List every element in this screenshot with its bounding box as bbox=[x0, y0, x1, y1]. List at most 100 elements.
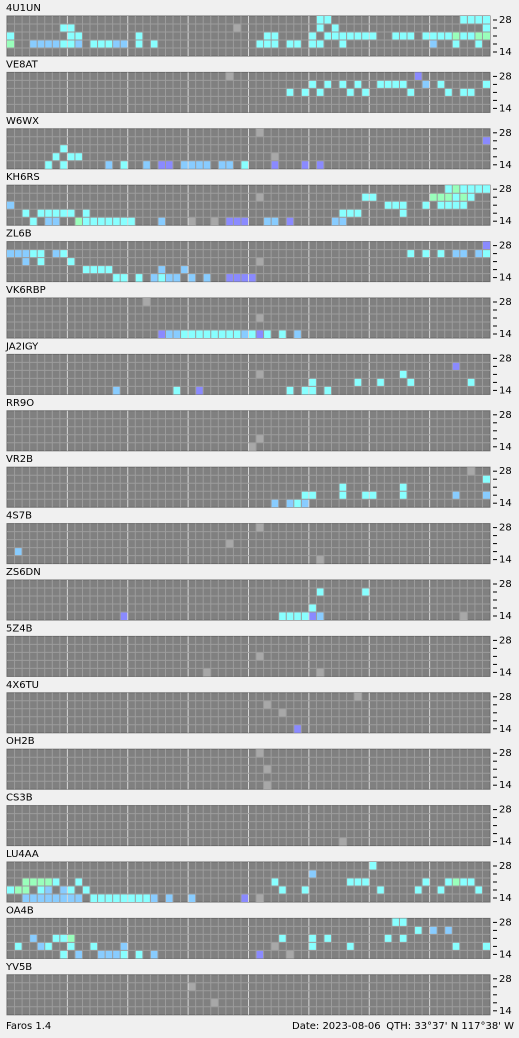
cell bbox=[459, 88, 468, 97]
cell bbox=[286, 612, 294, 620]
cell bbox=[384, 201, 392, 210]
cell bbox=[67, 934, 75, 943]
cell bbox=[218, 330, 226, 338]
cell bbox=[452, 362, 460, 371]
cell bbox=[339, 491, 347, 500]
cell bbox=[399, 80, 407, 89]
cell bbox=[391, 201, 400, 210]
band-label: 14 bbox=[499, 160, 512, 171]
cell bbox=[112, 273, 121, 282]
cell bbox=[225, 160, 234, 169]
cell bbox=[399, 201, 407, 210]
cell bbox=[67, 942, 75, 951]
cell bbox=[346, 209, 355, 218]
cell bbox=[7, 249, 15, 258]
cell bbox=[354, 378, 362, 387]
beacon-name: 5Z4B bbox=[6, 623, 33, 634]
cell bbox=[157, 265, 166, 274]
cell bbox=[361, 88, 370, 97]
band-label: 28 bbox=[499, 635, 512, 646]
cell bbox=[90, 894, 98, 902]
beacon-name: 4U1UN bbox=[6, 3, 41, 14]
cell bbox=[459, 185, 468, 194]
cell bbox=[74, 878, 83, 886]
cell bbox=[263, 217, 272, 226]
cell bbox=[82, 265, 91, 274]
cell bbox=[52, 249, 60, 258]
cell bbox=[52, 209, 60, 218]
cell bbox=[308, 612, 317, 620]
cell bbox=[301, 612, 309, 620]
beacon-name: W6WX bbox=[6, 116, 39, 127]
band-label: 14 bbox=[499, 273, 512, 284]
cell bbox=[59, 886, 68, 894]
cell bbox=[67, 152, 75, 161]
cell bbox=[263, 781, 272, 790]
cell bbox=[256, 749, 264, 758]
cell bbox=[422, 249, 430, 258]
cell bbox=[59, 894, 68, 902]
cell bbox=[444, 32, 453, 40]
cell bbox=[308, 80, 317, 89]
cell bbox=[308, 491, 317, 500]
cell bbox=[59, 249, 68, 258]
cell bbox=[233, 330, 241, 338]
cell bbox=[37, 209, 45, 218]
cell bbox=[37, 40, 45, 48]
cell bbox=[120, 942, 128, 951]
cell bbox=[165, 894, 174, 902]
cell bbox=[399, 491, 407, 500]
cell bbox=[271, 160, 279, 169]
cell bbox=[150, 40, 158, 48]
band-label: 14 bbox=[499, 667, 512, 678]
cell bbox=[452, 32, 460, 40]
cell bbox=[482, 249, 490, 258]
cell bbox=[29, 217, 38, 226]
cell bbox=[339, 209, 347, 218]
cell bbox=[248, 330, 257, 338]
cell bbox=[44, 160, 53, 169]
cell bbox=[384, 80, 392, 89]
cell bbox=[474, 249, 483, 258]
cell bbox=[444, 926, 453, 935]
cell bbox=[188, 894, 196, 902]
cell bbox=[105, 217, 113, 226]
cell bbox=[339, 80, 347, 89]
cell bbox=[120, 40, 128, 48]
beacon-name: VK6RBP bbox=[6, 285, 46, 296]
cell bbox=[210, 330, 219, 338]
cell bbox=[286, 88, 294, 97]
qth: QTH: 33°37' N 117°38' W bbox=[386, 1021, 514, 1032]
cell bbox=[437, 80, 445, 89]
cell bbox=[391, 80, 400, 89]
cell bbox=[7, 886, 15, 894]
band-label: 14 bbox=[499, 498, 512, 509]
cell bbox=[97, 894, 106, 902]
cell bbox=[74, 32, 83, 40]
cell bbox=[112, 894, 121, 902]
cell bbox=[301, 491, 309, 500]
cell bbox=[233, 24, 241, 32]
cell bbox=[271, 40, 279, 48]
cell bbox=[308, 386, 317, 395]
cell bbox=[482, 80, 490, 89]
cell bbox=[323, 32, 332, 40]
cell bbox=[105, 265, 113, 274]
cell bbox=[308, 604, 317, 612]
cell bbox=[127, 894, 136, 902]
band-label: 28 bbox=[499, 71, 512, 82]
cell bbox=[29, 40, 38, 48]
cell bbox=[52, 878, 60, 886]
cell bbox=[452, 40, 460, 48]
cell bbox=[339, 32, 347, 40]
cell bbox=[120, 950, 128, 959]
cell bbox=[354, 80, 362, 89]
cell bbox=[59, 24, 68, 32]
cell bbox=[346, 878, 355, 886]
cell bbox=[74, 217, 83, 226]
cell bbox=[339, 217, 347, 226]
cell bbox=[256, 894, 264, 902]
band-label: 14 bbox=[499, 216, 512, 227]
cell bbox=[240, 160, 249, 169]
